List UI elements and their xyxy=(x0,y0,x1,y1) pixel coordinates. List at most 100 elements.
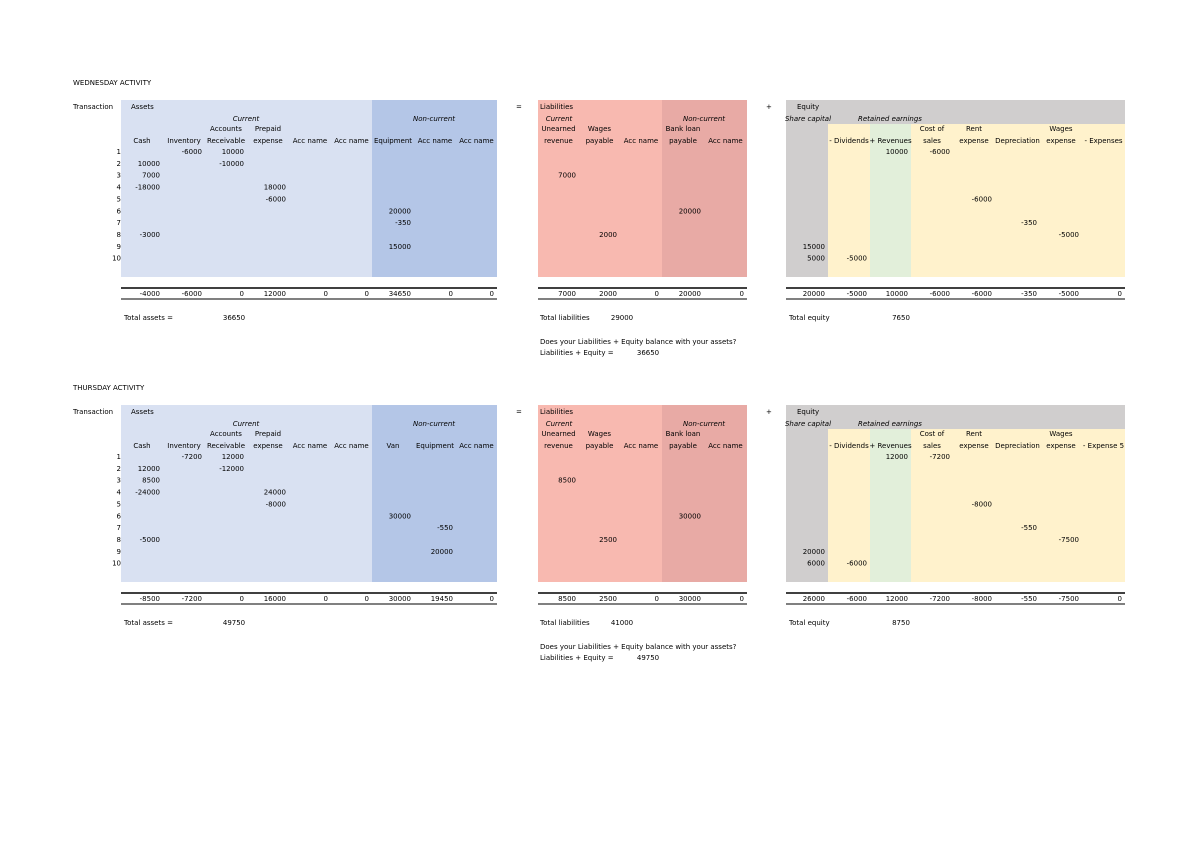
cell-shade xyxy=(870,429,911,582)
column-total: 0 xyxy=(449,290,453,298)
group-label: Share capital xyxy=(785,115,831,123)
column-total: 0 xyxy=(1118,595,1122,603)
row-label: 10 xyxy=(112,560,121,568)
cell-value: 10000 xyxy=(222,148,244,156)
column-total: 0 xyxy=(324,290,328,298)
group-label: Current xyxy=(233,115,260,123)
cell-shade xyxy=(662,100,747,277)
cell-value: 30000 xyxy=(389,512,411,520)
row-label: 6 xyxy=(117,207,122,215)
column-header: - Expenses xyxy=(1084,137,1122,145)
column-total: 10000 xyxy=(886,290,908,298)
row-label: 3 xyxy=(117,172,121,180)
column-total: 0 xyxy=(490,595,494,603)
column-header: Acc name xyxy=(624,137,658,145)
column-header: Accounts xyxy=(210,430,242,438)
cell-shade xyxy=(828,124,870,277)
cell-value: -10000 xyxy=(219,160,244,168)
column-total: 12000 xyxy=(264,290,286,298)
column-header: Wages xyxy=(1049,430,1073,438)
column-total: 20000 xyxy=(803,290,825,298)
cell-value: -7200 xyxy=(930,453,950,461)
column-total: 0 xyxy=(740,595,744,603)
column-total: 30000 xyxy=(679,595,701,603)
column-header: payable xyxy=(669,442,697,450)
column-total: 0 xyxy=(490,290,494,298)
cell-value: 8500 xyxy=(142,477,160,485)
total-label: Total liabilities xyxy=(539,619,590,627)
column-header: payable xyxy=(586,137,614,145)
column-total: 0 xyxy=(240,595,244,603)
column-header: expense xyxy=(253,442,282,450)
group-label: Retained earnings xyxy=(858,420,922,428)
cell-value: -18000 xyxy=(135,184,160,192)
cell-shade xyxy=(372,405,497,582)
column-header: expense xyxy=(959,442,988,450)
column-header: Depreciation xyxy=(995,442,1040,450)
column-total: -6000 xyxy=(930,290,950,298)
cell-value: -24000 xyxy=(135,489,160,497)
column-header: Equipment xyxy=(416,442,454,450)
row-label: 8 xyxy=(117,536,121,544)
cell-shade xyxy=(786,429,828,582)
column-header: expense xyxy=(1046,137,1075,145)
row-label: 2 xyxy=(117,160,121,168)
column-total: 0 xyxy=(655,595,659,603)
group-label: Non-current xyxy=(413,115,455,123)
activity-title: THURSDAY ACTIVITY xyxy=(72,384,145,392)
cell-value: -5000 xyxy=(1059,231,1079,239)
cell-shade xyxy=(372,100,497,277)
column-header: Rent xyxy=(966,430,982,438)
column-total: 0 xyxy=(365,595,369,603)
column-total: 0 xyxy=(655,290,659,298)
row-label: 3 xyxy=(117,477,121,485)
column-header: payable xyxy=(586,442,614,450)
column-total: 2000 xyxy=(599,290,617,298)
plus-sign: + xyxy=(766,103,772,111)
column-header: Acc name xyxy=(708,137,742,145)
cell-value: 20000 xyxy=(389,207,411,215)
row-label: 4 xyxy=(117,489,122,497)
cell-value: 15000 xyxy=(803,243,825,251)
cell-value: 20000 xyxy=(431,548,453,556)
cell-value: 7000 xyxy=(142,172,160,180)
column-total: 0 xyxy=(240,290,244,298)
cell-value: 18000 xyxy=(264,184,286,192)
total-value: 7650 xyxy=(892,314,910,322)
row-label: 8 xyxy=(117,231,121,239)
total-label: Total liabilities xyxy=(539,314,590,322)
cell-value: -6000 xyxy=(182,148,202,156)
column-header: Van xyxy=(387,442,400,450)
cell-value: -12000 xyxy=(219,465,244,473)
cell-value: -6000 xyxy=(266,195,286,203)
plus-sign: + xyxy=(766,408,772,416)
column-header: Acc name xyxy=(624,442,658,450)
column-header: Rent xyxy=(966,125,982,133)
cell-shade xyxy=(121,100,372,277)
group-label: Non-current xyxy=(683,115,725,123)
column-total: 30000 xyxy=(389,595,411,603)
column-header: - Dividends xyxy=(829,137,869,145)
group-label: Share capital xyxy=(785,420,831,428)
row-label: 1 xyxy=(117,148,121,156)
cell-value: -350 xyxy=(395,219,411,227)
row-label: 5 xyxy=(117,195,121,203)
row-label: 4 xyxy=(117,184,122,192)
column-header: Receivable xyxy=(207,137,245,145)
cell-value: 5000 xyxy=(807,255,825,263)
column-total: -4000 xyxy=(140,290,160,298)
column-total: -5000 xyxy=(847,290,867,298)
cell-value: -550 xyxy=(437,524,453,532)
total-value: 49750 xyxy=(223,619,245,627)
check-label: Liabilities + Equity = xyxy=(540,654,614,662)
section-label: Equity xyxy=(797,408,819,416)
column-total: 8500 xyxy=(558,595,576,603)
cell-value: -6000 xyxy=(847,560,867,568)
cell-shade xyxy=(786,405,1125,429)
cell-value: 2500 xyxy=(599,536,617,544)
cell-value: 10000 xyxy=(138,160,160,168)
section-label: Liabilities xyxy=(540,103,573,111)
column-total: -7200 xyxy=(930,595,950,603)
cell-value: -350 xyxy=(1021,219,1037,227)
column-header: expense xyxy=(959,137,988,145)
